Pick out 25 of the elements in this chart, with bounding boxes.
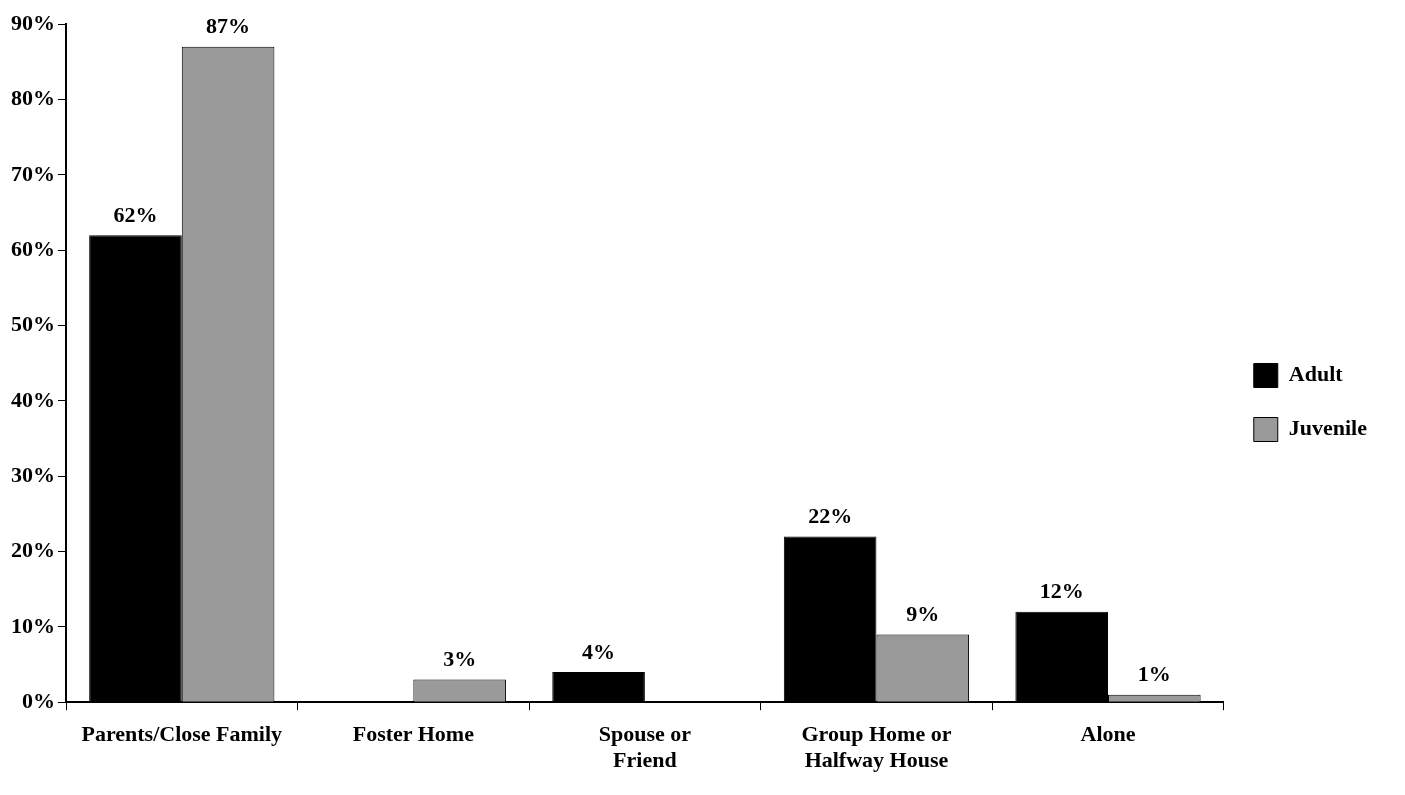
x-tick-label: Group Home or Halfway House — [801, 721, 952, 773]
y-tick-label: 30% — [11, 461, 55, 487]
data-label: 62% — [113, 201, 158, 227]
x-tick-label: Spouse or Friend — [598, 721, 692, 773]
y-tick-label: 70% — [11, 160, 55, 186]
data-label: 22% — [808, 503, 853, 529]
legend-label: Adult — [1288, 361, 1344, 387]
x-tick-label: Parents/Close Family — [81, 721, 283, 747]
y-tick-label: 50% — [11, 311, 55, 337]
x-tick-label: Alone — [1080, 721, 1136, 747]
y-tick-label: 60% — [11, 235, 55, 261]
data-label: 4% — [582, 638, 616, 664]
y-tick-label: 80% — [11, 85, 55, 111]
y-tick-label: 90% — [11, 9, 55, 35]
y-tick-label: 10% — [11, 612, 55, 638]
data-label: 87% — [206, 13, 251, 39]
data-label: 1% — [1137, 661, 1171, 687]
x-tick-label: Foster Home — [352, 721, 475, 747]
legend-label: Juvenile — [1288, 415, 1368, 441]
data-label: 9% — [906, 601, 940, 627]
data-label: 3% — [443, 646, 477, 672]
y-tick-label: 40% — [11, 386, 55, 412]
y-tick-label: 0% — [22, 687, 55, 713]
y-tick-label: 20% — [11, 537, 55, 563]
data-label: 12% — [1039, 578, 1084, 604]
